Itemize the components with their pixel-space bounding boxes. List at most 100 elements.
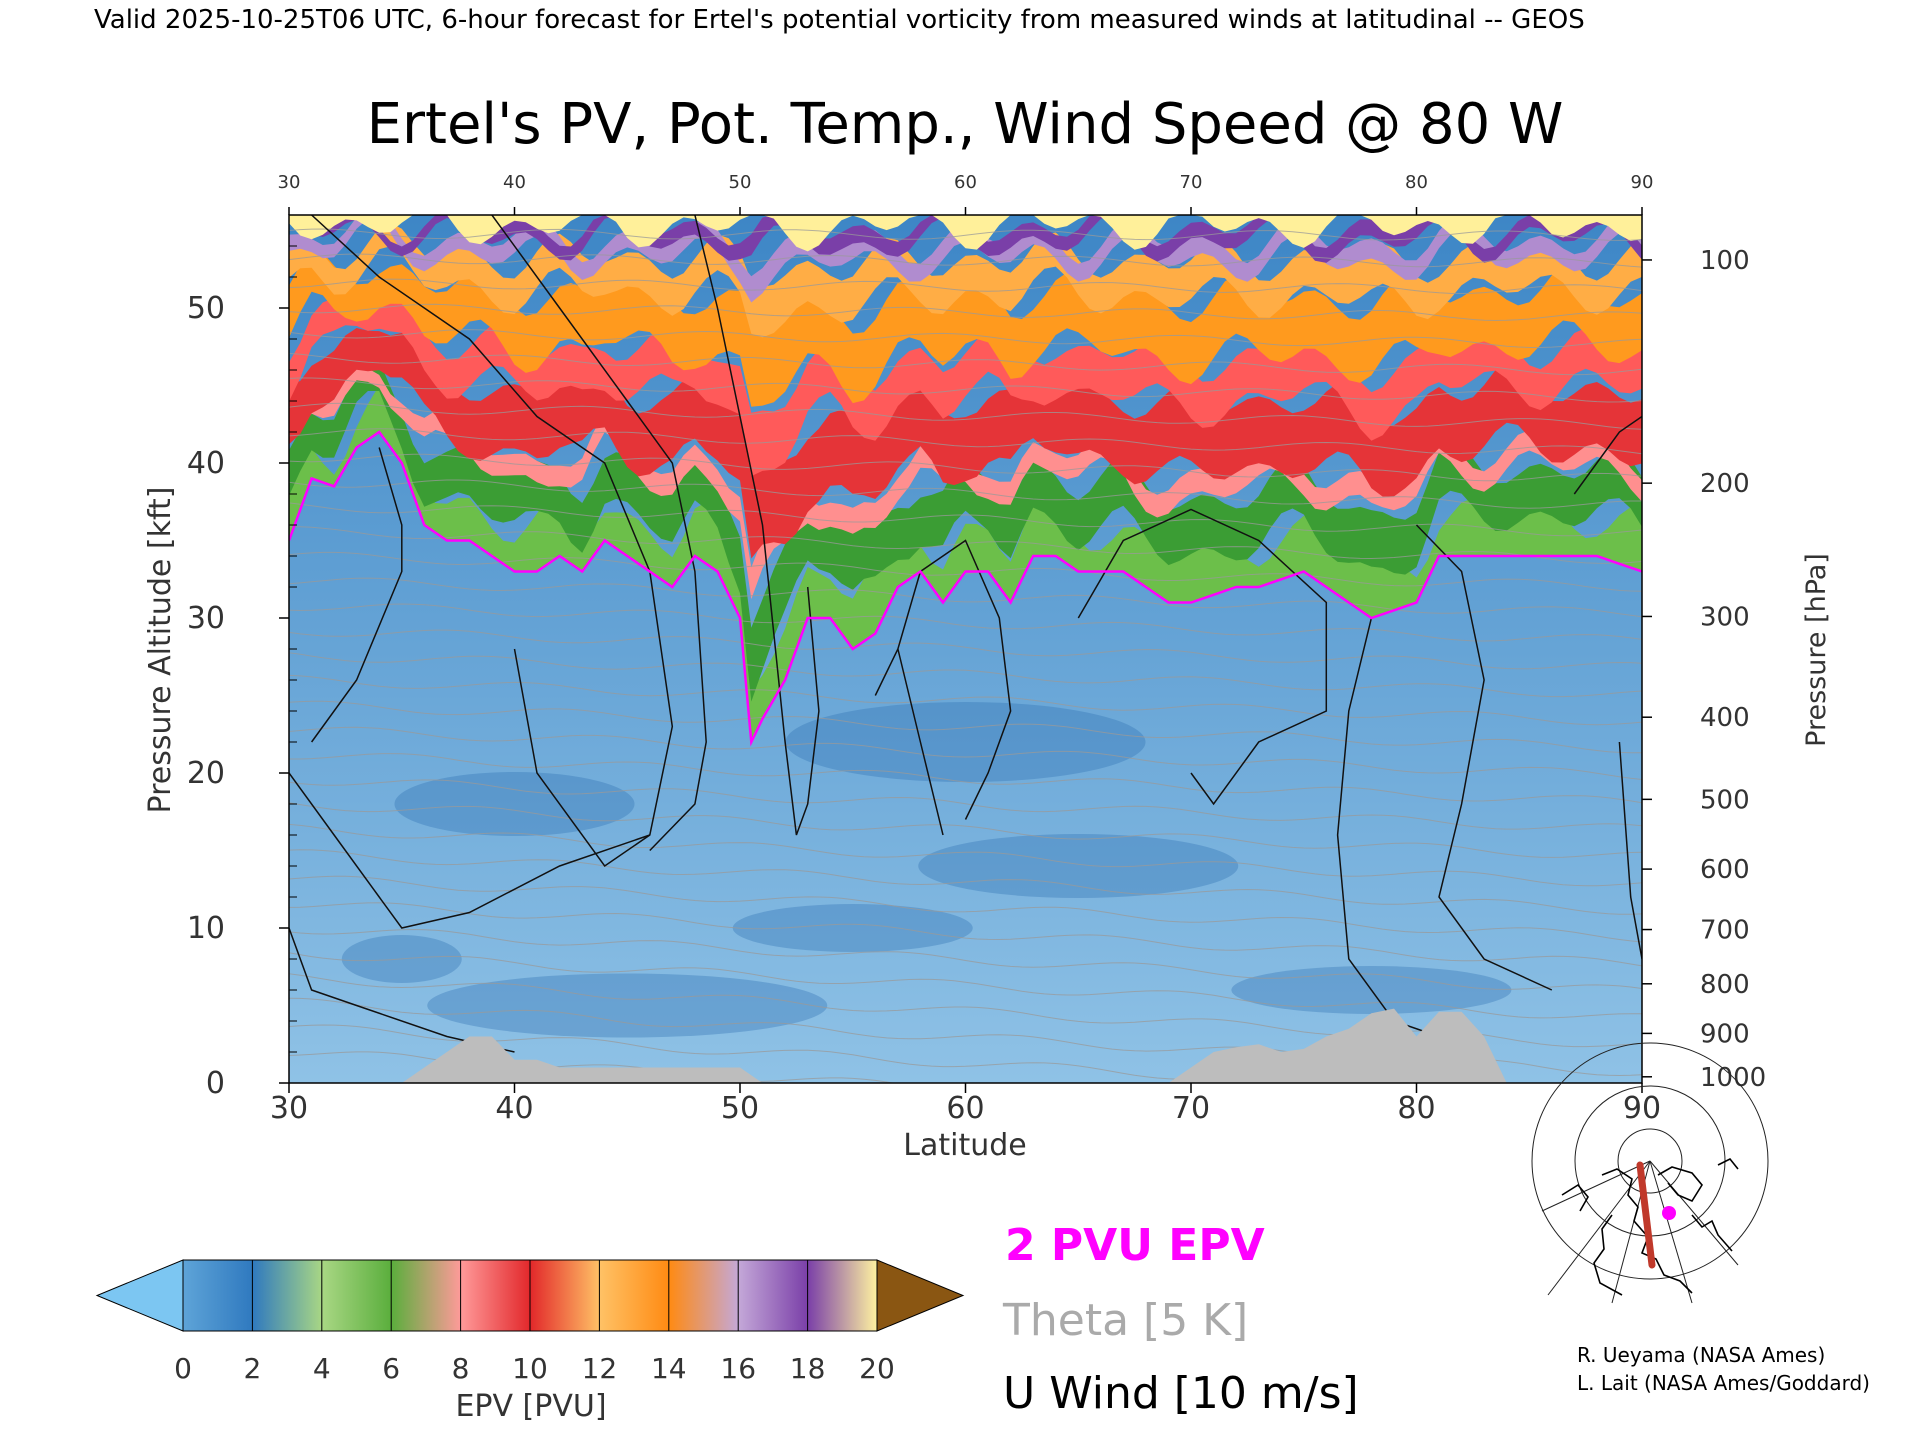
theta-line (289, 849, 1642, 915)
theta-line (289, 779, 1642, 830)
colorbar-over-arrow (876, 1259, 965, 1332)
x-tick-label: 80 (1397, 1091, 1435, 1126)
inset-map (1531, 1042, 1769, 1304)
y-right-tick-label: 400 (1700, 703, 1750, 733)
inset-coastlines (1561, 1157, 1739, 1296)
y-right-tick-label: 600 (1700, 855, 1750, 885)
u-wind-contour-5 (897, 648, 944, 836)
colorbar-segment-1 (252, 1260, 323, 1331)
theta-line (289, 973, 1642, 1048)
y-left-tick-label: 40 (187, 446, 225, 481)
y-right-tick-label: 100 (1700, 246, 1750, 276)
theta-line (289, 551, 1642, 592)
u-wind-contour-12 (310, 447, 403, 743)
y-right-tick-label: 500 (1700, 785, 1750, 815)
x-top-tick-label: 70 (1180, 172, 1203, 193)
credit-line-2: L. Lait (NASA Ames/Goddard) (1577, 1371, 1870, 1395)
theta-line (289, 753, 1642, 804)
u-wind-contour-4 (874, 539, 1012, 820)
colorbar-segment-9 (807, 1260, 878, 1331)
colorbar-segment-3 (391, 1260, 462, 1331)
pv-2pvu-contour (289, 430, 1642, 747)
theta-line (289, 228, 1642, 241)
pv-low-patch-3 (732, 904, 973, 952)
pv-low-patch-7 (394, 772, 635, 836)
colorbar-segment-5 (530, 1260, 600, 1331)
y-left-tick-label: 30 (187, 601, 225, 636)
y-right-tick-label: 300 (1700, 602, 1750, 632)
theta-line (289, 952, 1642, 1019)
colorbar-segment-8 (738, 1260, 809, 1331)
theta-line (289, 303, 1642, 322)
colorbar-segment-6 (599, 1260, 670, 1331)
x-tick-label: 40 (495, 1091, 533, 1126)
pv-low-patch-4 (918, 834, 1239, 898)
theta-line (289, 1024, 1346, 1083)
theta-line (289, 629, 1642, 670)
y-left-tick-label: 10 (187, 911, 225, 946)
inset-transect (1636, 1161, 1656, 1269)
x-tick-label: 70 (1172, 1091, 1210, 1126)
theta-line (289, 352, 1642, 376)
theta-line (289, 928, 1642, 990)
x-top-tick-label: 30 (278, 172, 301, 193)
colorbar-segment-2 (321, 1260, 392, 1331)
colorbar-segment-0 (183, 1260, 253, 1331)
axes-group: 3030404050506060707080809090010203040501… (187, 172, 1766, 1126)
colorbar-tick-label: 8 (452, 1352, 470, 1385)
y-left-tick-label: 20 (187, 756, 225, 791)
colorbar-tick-label: 14 (651, 1352, 687, 1385)
x-tick-label: 50 (721, 1091, 759, 1126)
u-wind-contour-9 (1573, 415, 1642, 495)
terrain-mask (289, 1008, 1642, 1083)
theta-line (289, 652, 1642, 698)
u-wind-contour-6 (1077, 508, 1328, 806)
chart-title: Ertel's PV, Pot. Temp., Wind Speed @ 80 … (367, 92, 1564, 157)
u-wind-contour-10 (289, 772, 651, 929)
theta-line (289, 726, 1642, 780)
colorbar-tick-label: 2 (243, 1352, 261, 1385)
colorbar-tick-label: 20 (859, 1352, 895, 1385)
x-top-tick-label: 90 (1631, 172, 1654, 193)
theta-line (289, 603, 1642, 642)
y-axis-label-right: Pressure [hPa] (1801, 553, 1832, 747)
y-axis-label-left: Pressure Altitude [kft] (143, 487, 178, 814)
inset-marker (1662, 1206, 1676, 1220)
x-top-tick-label: 60 (954, 172, 977, 193)
theta-line (289, 502, 1642, 537)
theta-line (289, 674, 1642, 726)
colorbar-tick-label: 0 (174, 1352, 192, 1385)
pv-band-5 (289, 295, 1642, 477)
colorbar-segment-7 (668, 1260, 739, 1331)
pv-low-patch-6 (785, 702, 1146, 782)
theta-line (289, 278, 1642, 295)
x-tick-label: 90 (1623, 1091, 1661, 1126)
colorbar-tick-label: 4 (313, 1352, 331, 1385)
pv-color-bands (289, 215, 1642, 1038)
y-left-tick-label: 0 (206, 1066, 225, 1101)
theta-line (289, 700, 1642, 754)
u-wind-contour-13 (1618, 741, 1642, 960)
theta-line (289, 329, 1642, 348)
theta-line (289, 875, 1642, 943)
pv-band-4 (289, 328, 1642, 559)
colorbar-under-arrow (95, 1259, 184, 1332)
pv-band-7 (289, 222, 1642, 338)
legend-theta: Theta [5 K] (1002, 1295, 1248, 1346)
colorbar-tick-label: 6 (382, 1352, 400, 1385)
theta-line (289, 902, 1642, 967)
colorbar-label: EPV [PVU] (455, 1389, 606, 1424)
pv-band-6 (289, 249, 1642, 407)
theta-line (289, 802, 1642, 858)
y-right-tick-label: 900 (1700, 1019, 1750, 1049)
valid-time-header: Valid 2025-10-25T06 UTC, 6-hour forecast… (94, 5, 1585, 35)
credit-line-1: R. Ueyama (NASA Ames) (1577, 1343, 1825, 1367)
pv-low-patch-2 (427, 973, 828, 1038)
colorbar-tick-label: 18 (790, 1352, 826, 1385)
theta-line (289, 823, 1642, 887)
theta-line (289, 453, 1642, 482)
legend-2pvu: 2 PVU EPV (1005, 1220, 1265, 1271)
theta-line (289, 577, 1642, 618)
y-right-tick-label: 200 (1700, 469, 1750, 499)
